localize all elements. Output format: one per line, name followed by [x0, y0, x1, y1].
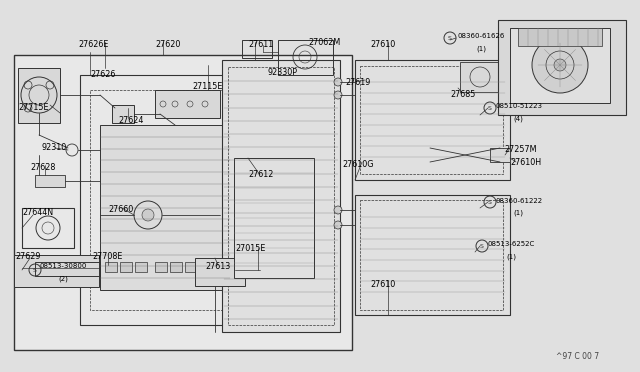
Circle shape	[334, 206, 342, 214]
Text: (1): (1)	[476, 46, 486, 52]
Bar	[18, 68, 60, 123]
Bar	[100, 125, 230, 290]
Text: 27624: 27624	[118, 116, 143, 125]
Text: (2): (2)	[58, 275, 68, 282]
Text: 27708E: 27708E	[92, 252, 122, 261]
Bar	[242, 40, 272, 58]
Text: 27644N: 27644N	[22, 208, 53, 217]
Bar	[355, 60, 510, 180]
Text: 92330P: 92330P	[268, 68, 298, 77]
Text: S: S	[480, 244, 484, 248]
Text: 27628: 27628	[30, 163, 56, 172]
Bar	[80, 75, 275, 325]
Text: 27062M: 27062M	[308, 38, 340, 47]
Bar	[170, 262, 182, 272]
Bar	[460, 62, 500, 92]
Bar	[185, 262, 197, 272]
Bar	[155, 90, 220, 118]
Bar	[120, 262, 132, 272]
Text: (1): (1)	[506, 254, 516, 260]
Text: (4): (4)	[513, 116, 523, 122]
Bar	[35, 262, 100, 276]
Text: 27610G: 27610G	[342, 160, 374, 169]
Text: S: S	[488, 199, 492, 205]
Bar	[14, 55, 352, 350]
Bar	[518, 28, 602, 46]
Circle shape	[334, 221, 342, 229]
Bar	[228, 67, 334, 325]
Text: 27610H: 27610H	[510, 158, 541, 167]
Text: 27619: 27619	[345, 78, 371, 87]
Text: 27610: 27610	[370, 280, 396, 289]
Bar	[510, 28, 610, 103]
Bar	[355, 195, 510, 315]
Circle shape	[334, 78, 342, 86]
Text: 27626E: 27626E	[78, 40, 108, 49]
Circle shape	[554, 59, 566, 71]
Text: 92310: 92310	[42, 143, 67, 152]
Text: 08360-61626: 08360-61626	[458, 33, 506, 39]
Text: S: S	[448, 35, 452, 41]
Bar	[135, 262, 147, 272]
Text: 27613: 27613	[205, 262, 230, 271]
Bar	[498, 20, 626, 115]
Text: 27612: 27612	[248, 170, 273, 179]
Text: 08510-51223: 08510-51223	[496, 103, 543, 109]
Bar	[22, 208, 74, 248]
Text: 27626: 27626	[90, 70, 115, 79]
Circle shape	[142, 209, 154, 221]
Text: 27715E: 27715E	[18, 103, 49, 112]
Text: 27660: 27660	[108, 205, 133, 214]
Text: 27610: 27610	[370, 40, 396, 49]
Text: ^97 C 00 7: ^97 C 00 7	[556, 352, 599, 361]
Bar	[234, 158, 314, 278]
Bar	[35, 175, 65, 187]
Text: S: S	[488, 106, 492, 110]
Text: 08513-30800: 08513-30800	[40, 263, 88, 269]
Bar	[360, 66, 503, 174]
Text: (1): (1)	[513, 210, 523, 217]
Text: 27685: 27685	[450, 90, 476, 99]
Bar	[90, 90, 260, 310]
Bar	[278, 40, 333, 75]
Text: 27620: 27620	[155, 40, 180, 49]
Bar	[360, 200, 503, 310]
Text: S: S	[33, 267, 37, 273]
Bar	[155, 262, 167, 272]
Text: 27257M: 27257M	[504, 145, 536, 154]
Bar	[14, 255, 99, 287]
Circle shape	[532, 37, 588, 93]
Bar	[195, 258, 245, 286]
Text: 27015E: 27015E	[235, 244, 266, 253]
Text: 27115E: 27115E	[192, 82, 222, 91]
Bar	[222, 60, 340, 332]
Text: 27611: 27611	[248, 40, 273, 49]
Bar	[105, 262, 117, 272]
Circle shape	[334, 91, 342, 99]
Text: 08360-61222: 08360-61222	[496, 198, 543, 204]
Text: 27629: 27629	[15, 252, 40, 261]
Text: 08513-6252C: 08513-6252C	[488, 241, 535, 247]
Bar	[112, 105, 134, 123]
Bar	[490, 148, 510, 162]
